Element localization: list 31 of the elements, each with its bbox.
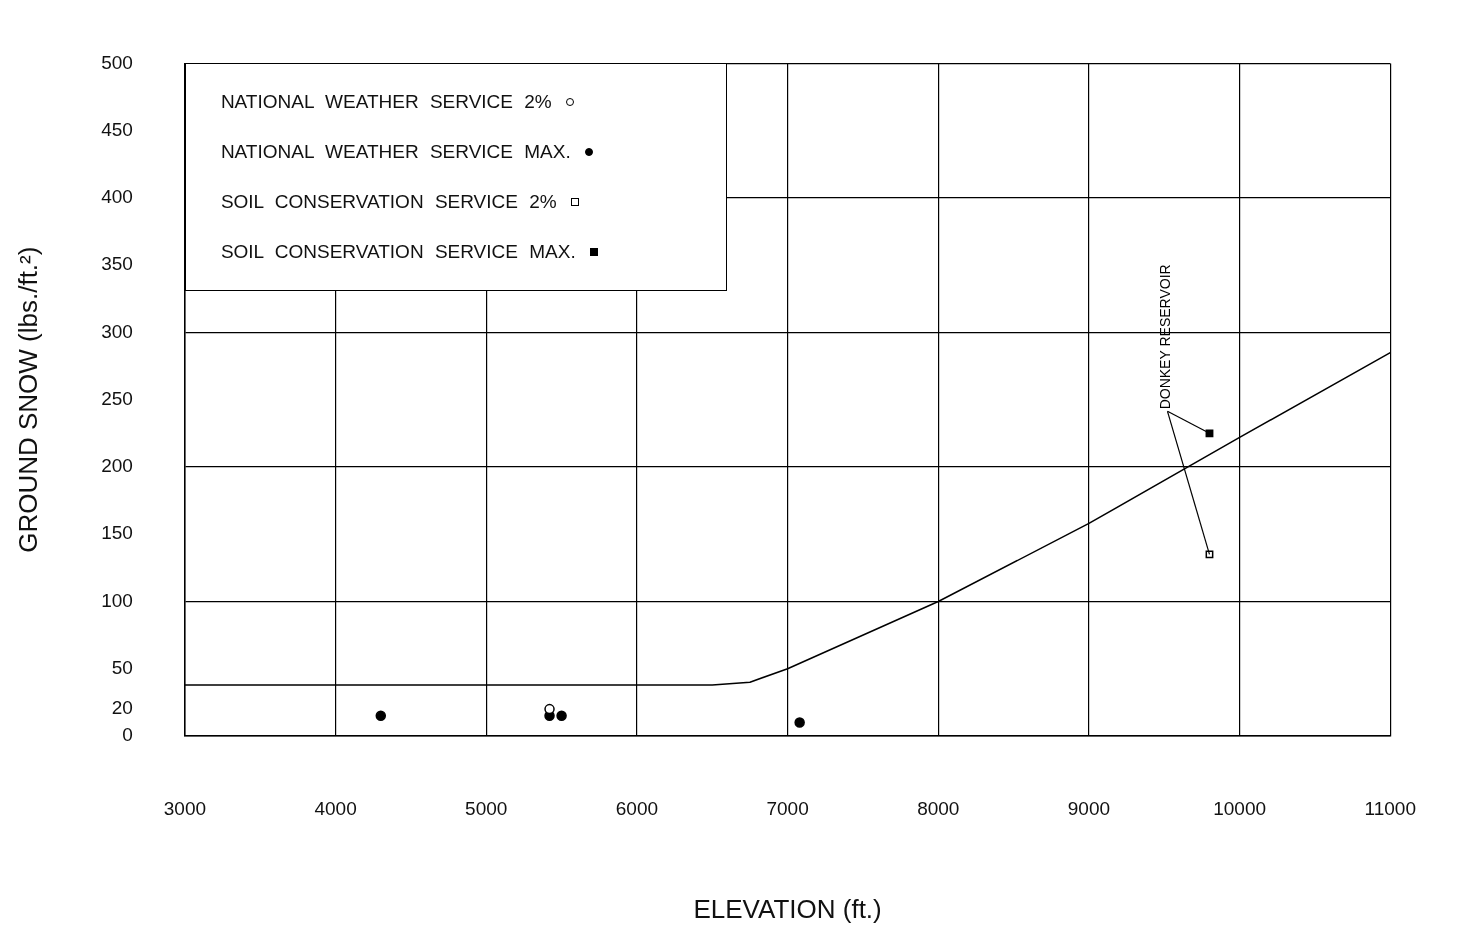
legend-label: SOIL CONSERVATION SERVICE 2% (220, 191, 557, 214)
x-tick-label: 3000 (163, 797, 207, 819)
x-tick-label: 7000 (766, 797, 809, 819)
y-tick-label: 200 (101, 455, 133, 477)
legend-label: SOIL CONSERVATION SERVICE MAX. (220, 241, 576, 264)
x-tick-label: 8000 (917, 797, 960, 819)
x-axis-title: ELEVATION (ft.) (693, 893, 882, 924)
y-tick-label: 100 (101, 589, 133, 611)
y-tick-label: 150 (101, 522, 133, 544)
y-tick-label: 450 (101, 118, 133, 140)
y-tick-label: 0 (122, 724, 133, 746)
y-tick-label: 350 (101, 253, 133, 275)
annotation: DONKEY RESERVOIR (1157, 264, 1174, 410)
x-tick-label: 5000 (465, 797, 508, 819)
y-axis-title: GROUND SNOW (lbs./ft.²) (12, 246, 43, 553)
point (556, 710, 567, 722)
point (375, 710, 387, 722)
y-tick-label: 500 (101, 51, 133, 73)
y-tick-label: 300 (101, 320, 133, 342)
y-tick-label: 400 (101, 186, 133, 208)
x-tick-label: 9000 (1067, 797, 1111, 819)
x-tick-label: 11000 (1364, 797, 1417, 819)
x-tick-label: 6000 (615, 797, 659, 819)
legend-label: NATIONAL WEATHER SERVICE MAX. (220, 141, 571, 164)
x-tick-label: 10000 (1213, 797, 1267, 819)
x-tick-label: 4000 (314, 797, 357, 819)
legend-label: NATIONAL WEATHER SERVICE 2% (220, 91, 552, 114)
y-tick-label: 50 (111, 656, 133, 678)
y-tick-label: 20 (111, 697, 133, 719)
point (794, 717, 805, 728)
y-tick-label: 250 (101, 387, 133, 409)
